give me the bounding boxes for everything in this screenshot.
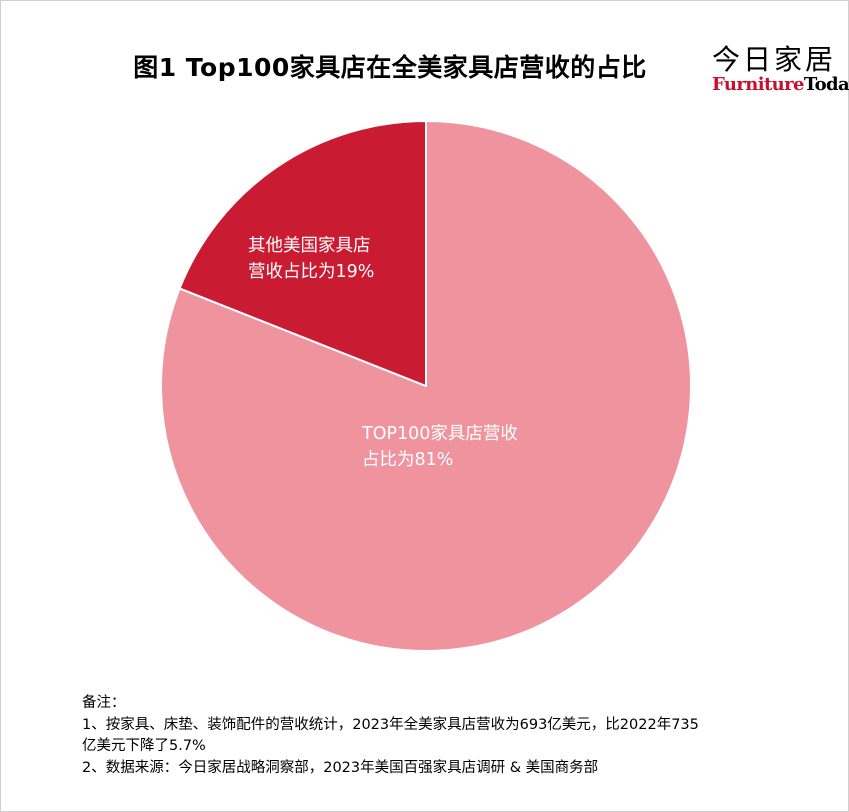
brand-logo-word-today: Today — [803, 74, 849, 95]
pie-slice-others — [178, 120, 427, 387]
chart-notes: 备注： 1、按家具、床垫、装饰配件的营收统计，2023年全美家具店营收为693亿… — [82, 693, 812, 779]
brand-logo-word-furniture: Furniture — [712, 74, 805, 95]
slice-label-others-line2: 营收占比为19% — [248, 262, 375, 282]
notes-heading: 备注： — [82, 695, 126, 711]
slice-label-top100: TOP100家具店营收 占比为81% — [362, 421, 518, 473]
slice-label-others-line1: 其他美国家具店 — [248, 236, 371, 256]
slice-label-top100-line2: 占比为81% — [362, 450, 454, 470]
chart-title: 图1 Top100家具店在全美家具店营收的占比 — [133, 53, 647, 82]
notes-line-3: 2、数据来源：今日家居战略洞察部，2023年美国百强家具店调研 & 美国商务部 — [82, 759, 599, 776]
brand-logo-english: FurnitureToday — [712, 74, 849, 95]
notes-line-2: 亿美元下降了5.7% — [82, 738, 206, 754]
notes-line-1: 1、按家具、床垫、装饰配件的营收统计，2023年全美家具店营收为693亿美元，比… — [82, 716, 699, 733]
slice-label-others: 其他美国家具店 营收占比为19% — [248, 233, 374, 285]
brand-logo-chinese: 今日家居 — [712, 43, 837, 76]
slice-label-top100-line1: TOP100家具店营收 — [362, 424, 518, 444]
